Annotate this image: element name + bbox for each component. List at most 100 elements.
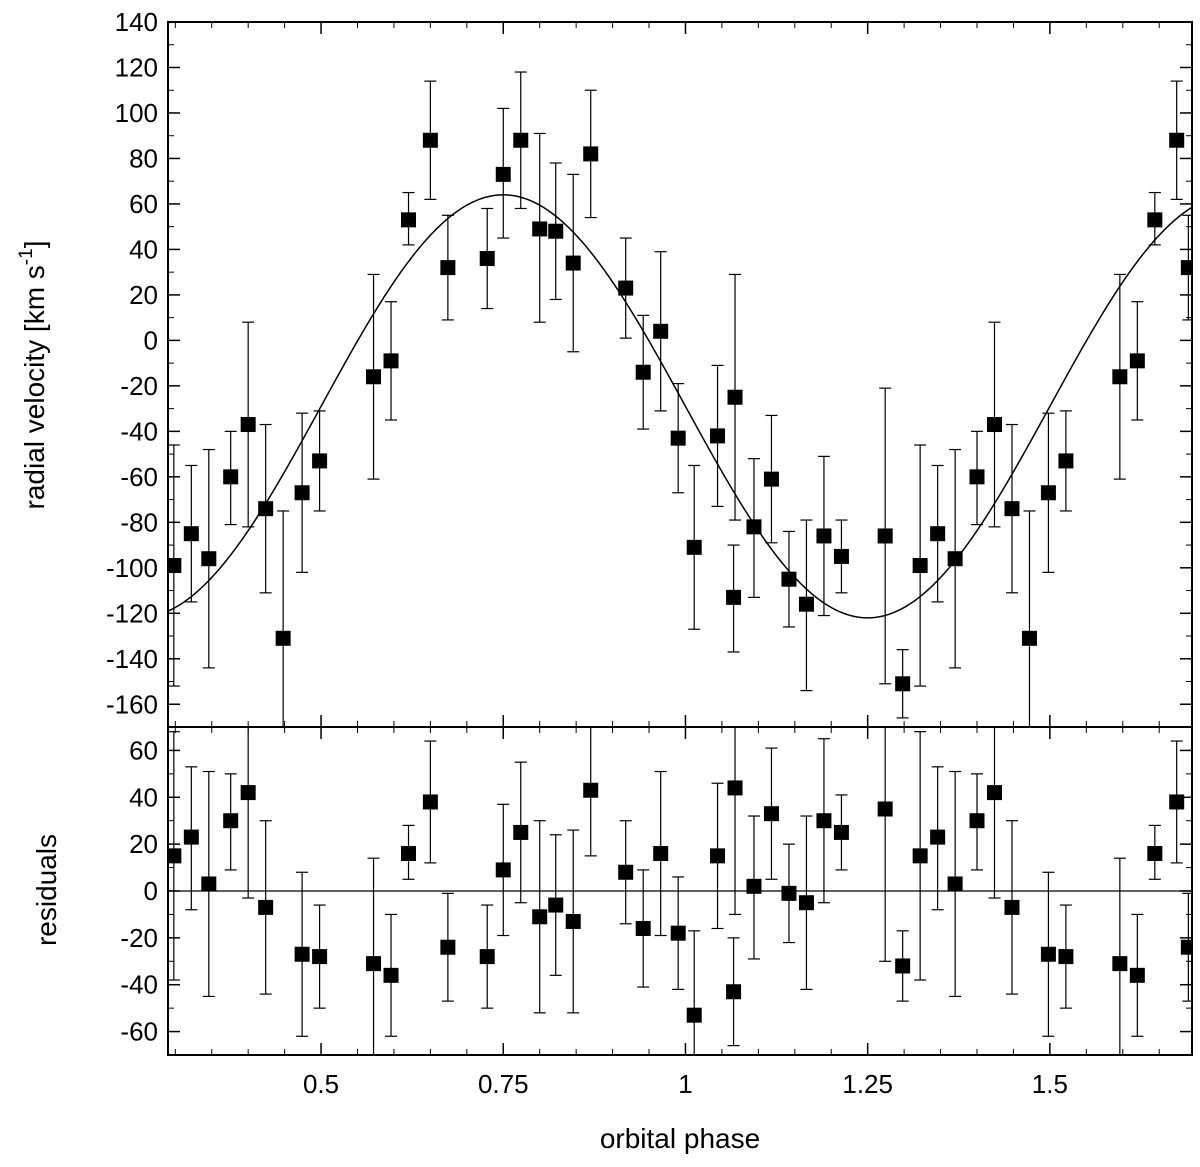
resid-data-point bbox=[168, 848, 182, 864]
resid-data-point bbox=[1040, 946, 1056, 962]
resid-data-point bbox=[532, 909, 548, 925]
rv-data-point bbox=[746, 519, 762, 535]
residuals-panel: 60 40 20 0 -20 -40 -60 0.5 0.75 1 1.25 1.5 bbox=[120, 726, 1193, 1099]
rv-data-point bbox=[275, 630, 291, 646]
resid-data-point bbox=[877, 801, 893, 817]
resid-data-point bbox=[710, 848, 726, 864]
rv-data-point bbox=[1004, 501, 1020, 517]
resid-data-point bbox=[183, 829, 199, 845]
rv-data-point bbox=[895, 676, 911, 692]
resid-data-point bbox=[312, 949, 328, 965]
rv-ytick-label: 140 bbox=[115, 7, 158, 37]
rv-ytick-label: 120 bbox=[115, 52, 158, 82]
rv-ytick-label: 80 bbox=[129, 143, 158, 173]
resid-data-point bbox=[686, 1007, 702, 1023]
y-axis-label-top-sup: -1 bbox=[16, 248, 37, 265]
resid-data-point bbox=[422, 794, 438, 810]
rv-data-point bbox=[168, 558, 182, 574]
resid-data-point bbox=[1180, 939, 1192, 955]
rv-data-point bbox=[763, 471, 779, 487]
resid-data-point bbox=[583, 782, 599, 798]
rv-data-point bbox=[781, 571, 797, 587]
resid-ytick-label: -40 bbox=[120, 970, 158, 1000]
resid-data-point bbox=[746, 878, 762, 894]
rv-ytick-label: -40 bbox=[120, 416, 158, 446]
rv-data-point bbox=[422, 132, 438, 148]
rv-data-point bbox=[912, 558, 928, 574]
resid-data-point bbox=[383, 967, 399, 983]
y-axis-label-top: radial velocity [km s-1] bbox=[16, 241, 50, 510]
rv-ytick-label: -20 bbox=[120, 371, 158, 401]
rv-data-point bbox=[816, 528, 832, 544]
y-axis-label-top-main: radial velocity [km s bbox=[19, 265, 50, 509]
resid-data-point bbox=[653, 846, 669, 862]
resid-plot-area bbox=[168, 727, 1192, 1055]
rv-data-point bbox=[1112, 369, 1128, 385]
resid-data-point bbox=[798, 895, 814, 911]
model-curve bbox=[168, 194, 1192, 619]
resid-data-point bbox=[1112, 956, 1128, 972]
rv-data-point bbox=[513, 132, 529, 148]
rv-data-point bbox=[223, 469, 239, 485]
resid-data-point bbox=[401, 846, 417, 862]
rv-ytick-label: -140 bbox=[106, 644, 158, 674]
rv-data-point bbox=[548, 223, 564, 239]
resid-data-point bbox=[513, 824, 529, 840]
resid-ytick-label: 0 bbox=[144, 876, 158, 906]
resid-data-point bbox=[947, 876, 963, 892]
resid-data-point bbox=[565, 913, 581, 929]
rv-data-point bbox=[383, 353, 399, 369]
rv-data-point bbox=[258, 501, 274, 517]
x-axis-label: orbital phase bbox=[600, 1123, 760, 1154]
rv-data-point bbox=[1169, 132, 1185, 148]
rv-data-point bbox=[635, 364, 651, 380]
rv-data-point bbox=[183, 526, 199, 542]
rv-ytick-label: -160 bbox=[106, 689, 158, 719]
rv-data-point bbox=[312, 453, 328, 469]
resid-data-point bbox=[781, 885, 797, 901]
radial-velocity-panel: 140 120 100 80 60 40 20 0 -20 -40 -60 -80 -100 -120 -1… bbox=[106, 7, 1193, 728]
xtick-label: 0.75 bbox=[478, 1069, 529, 1099]
resid-data-point bbox=[495, 862, 511, 878]
rv-data-point bbox=[1021, 630, 1037, 646]
rv-ytick-label: -60 bbox=[120, 462, 158, 492]
rv-data-point bbox=[686, 539, 702, 555]
resid-data-point bbox=[833, 824, 849, 840]
resid-data-point bbox=[618, 864, 634, 880]
resid-data-point bbox=[479, 949, 495, 965]
resid-ytick-label: -20 bbox=[120, 923, 158, 953]
resid-data-point bbox=[240, 785, 256, 801]
rv-data-point bbox=[1040, 485, 1056, 501]
rv-data-point bbox=[727, 389, 743, 405]
rv-frame bbox=[167, 21, 1193, 728]
resid-ytick-label: -60 bbox=[120, 1017, 158, 1047]
rv-data-point bbox=[440, 260, 456, 276]
resid-data-point bbox=[930, 829, 946, 845]
resid-data-point bbox=[258, 899, 274, 915]
rv-data-point bbox=[532, 221, 548, 237]
rv-data-point bbox=[401, 212, 417, 228]
rv-data-point bbox=[1147, 212, 1163, 228]
resid-data-point bbox=[223, 813, 239, 829]
rv-ytick-label: 100 bbox=[115, 98, 158, 128]
rv-data-point bbox=[495, 166, 511, 182]
rv-data-point bbox=[986, 417, 1002, 433]
resid-data-point bbox=[1129, 967, 1145, 983]
rv-data-point bbox=[583, 146, 599, 162]
resid-data-point bbox=[1004, 899, 1020, 915]
rv-data-point bbox=[726, 589, 742, 605]
resid-data-point bbox=[986, 785, 1002, 801]
rv-ytick-label: -80 bbox=[120, 507, 158, 537]
rv-data-point bbox=[618, 280, 634, 296]
rv-ytick-label: 0 bbox=[144, 325, 158, 355]
rv-ytick-label: 20 bbox=[129, 280, 158, 310]
y-axis-label-bottom: residuals bbox=[31, 834, 62, 946]
xtick-label: 1 bbox=[678, 1069, 692, 1099]
resid-data-point bbox=[816, 813, 832, 829]
resid-data-point bbox=[548, 897, 564, 913]
rv-data-point bbox=[240, 417, 256, 433]
xtick-label: 1.5 bbox=[1032, 1069, 1068, 1099]
rv-data-point bbox=[565, 255, 581, 271]
